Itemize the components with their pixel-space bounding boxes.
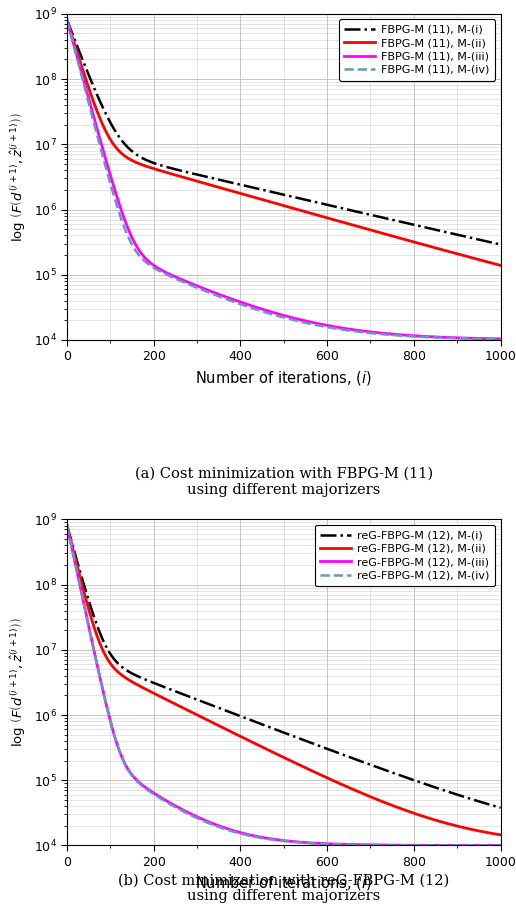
reG-FBPG-M (12), M-(ii) bbox=[447, 819, 454, 830]
reG-FBPG-M (12), M-(iv) bbox=[90, 643, 96, 654]
Text: (b) Cost minimization with reG-FBPG-M (12)
using different majorizers: (b) Cost minimization with reG-FBPG-M (1… bbox=[118, 873, 449, 904]
Legend: FBPG-M (11), M-(i), FBPG-M (11), M-(ii), FBPG-M (11), M-(iii), FBPG-M (11), M-(i: FBPG-M (11), M-(i), FBPG-M (11), M-(ii),… bbox=[339, 19, 495, 80]
reG-FBPG-M (12), M-(i) bbox=[417, 777, 424, 788]
FBPG-M (11), M-(iv) bbox=[417, 332, 424, 343]
Y-axis label: log $\left( F\left( d^{(i+1)}, \hat{z}^{(i+1)} \right) \right)$: log $\left( F\left( d^{(i+1)}, \hat{z}^{… bbox=[9, 617, 28, 748]
Line: FBPG-M (11), M-(iv): FBPG-M (11), M-(iv) bbox=[67, 20, 501, 339]
FBPG-M (11), M-(i) bbox=[64, 15, 70, 26]
FBPG-M (11), M-(ii) bbox=[401, 234, 408, 245]
reG-FBPG-M (12), M-(i) bbox=[401, 772, 408, 783]
reG-FBPG-M (12), M-(iii) bbox=[447, 840, 454, 851]
FBPG-M (11), M-(iii) bbox=[447, 332, 454, 343]
FBPG-M (11), M-(iv) bbox=[152, 263, 158, 274]
FBPG-M (11), M-(i) bbox=[447, 227, 454, 238]
FBPG-M (11), M-(iii) bbox=[476, 333, 482, 344]
reG-FBPG-M (12), M-(iv) bbox=[497, 840, 504, 851]
FBPG-M (11), M-(ii) bbox=[447, 247, 454, 258]
FBPG-M (11), M-(i) bbox=[417, 221, 424, 232]
reG-FBPG-M (12), M-(iii) bbox=[90, 643, 96, 654]
FBPG-M (11), M-(iv) bbox=[447, 333, 454, 344]
reG-FBPG-M (12), M-(ii) bbox=[476, 825, 482, 836]
Text: (a) Cost minimization with FBPG-M (11)
using different majorizers: (a) Cost minimization with FBPG-M (11) u… bbox=[135, 467, 433, 497]
Line: FBPG-M (11), M-(iii): FBPG-M (11), M-(iii) bbox=[67, 20, 501, 339]
reG-FBPG-M (12), M-(ii) bbox=[90, 620, 96, 631]
reG-FBPG-M (12), M-(ii) bbox=[417, 810, 424, 821]
reG-FBPG-M (12), M-(iv) bbox=[152, 789, 158, 800]
X-axis label: Number of iterations, $(i)$: Number of iterations, $(i)$ bbox=[195, 369, 373, 387]
reG-FBPG-M (12), M-(iii) bbox=[401, 840, 408, 851]
reG-FBPG-M (12), M-(ii) bbox=[152, 688, 158, 699]
FBPG-M (11), M-(iv) bbox=[401, 331, 408, 342]
Line: FBPG-M (11), M-(ii): FBPG-M (11), M-(ii) bbox=[67, 20, 501, 265]
reG-FBPG-M (12), M-(ii) bbox=[497, 829, 504, 840]
reG-FBPG-M (12), M-(iii) bbox=[417, 840, 424, 851]
FBPG-M (11), M-(ii) bbox=[90, 96, 96, 107]
FBPG-M (11), M-(ii) bbox=[497, 260, 504, 271]
Line: reG-FBPG-M (12), M-(iv): reG-FBPG-M (12), M-(iv) bbox=[67, 526, 501, 845]
FBPG-M (11), M-(iii) bbox=[152, 261, 158, 272]
reG-FBPG-M (12), M-(iv) bbox=[447, 840, 454, 851]
reG-FBPG-M (12), M-(i) bbox=[447, 787, 454, 798]
reG-FBPG-M (12), M-(i) bbox=[152, 678, 158, 689]
reG-FBPG-M (12), M-(i) bbox=[476, 796, 482, 807]
X-axis label: Number of iterations, $(i)$: Number of iterations, $(i)$ bbox=[195, 874, 373, 893]
FBPG-M (11), M-(iv) bbox=[476, 334, 482, 345]
FBPG-M (11), M-(i) bbox=[152, 158, 158, 169]
reG-FBPG-M (12), M-(i) bbox=[90, 610, 96, 621]
Line: reG-FBPG-M (12), M-(ii): reG-FBPG-M (12), M-(ii) bbox=[67, 526, 501, 834]
FBPG-M (11), M-(iii) bbox=[417, 331, 424, 342]
FBPG-M (11), M-(i) bbox=[476, 234, 482, 245]
reG-FBPG-M (12), M-(iii) bbox=[64, 520, 70, 531]
Line: reG-FBPG-M (12), M-(iii): reG-FBPG-M (12), M-(iii) bbox=[67, 526, 501, 845]
FBPG-M (11), M-(iii) bbox=[64, 15, 70, 26]
FBPG-M (11), M-(iv) bbox=[64, 15, 70, 26]
Y-axis label: log $\left( F\left( d^{(i+1)}, \hat{z}^{(i+1)} \right) \right)$: log $\left( F\left( d^{(i+1)}, \hat{z}^{… bbox=[9, 112, 28, 242]
FBPG-M (11), M-(iv) bbox=[90, 116, 96, 127]
Line: reG-FBPG-M (12), M-(i): reG-FBPG-M (12), M-(i) bbox=[67, 526, 501, 808]
FBPG-M (11), M-(ii) bbox=[417, 238, 424, 249]
reG-FBPG-M (12), M-(i) bbox=[497, 802, 504, 813]
reG-FBPG-M (12), M-(i) bbox=[64, 520, 70, 531]
reG-FBPG-M (12), M-(ii) bbox=[64, 520, 70, 531]
FBPG-M (11), M-(iii) bbox=[90, 110, 96, 121]
FBPG-M (11), M-(ii) bbox=[476, 254, 482, 265]
FBPG-M (11), M-(i) bbox=[401, 217, 408, 228]
reG-FBPG-M (12), M-(iii) bbox=[476, 840, 482, 851]
FBPG-M (11), M-(ii) bbox=[64, 15, 70, 26]
FBPG-M (11), M-(iii) bbox=[497, 334, 504, 345]
reG-FBPG-M (12), M-(ii) bbox=[401, 805, 408, 816]
reG-FBPG-M (12), M-(iii) bbox=[497, 840, 504, 851]
reG-FBPG-M (12), M-(iv) bbox=[64, 520, 70, 531]
Legend: reG-FBPG-M (12), M-(i), reG-FBPG-M (12), M-(ii), reG-FBPG-M (12), M-(iii), reG-F: reG-FBPG-M (12), M-(i), reG-FBPG-M (12),… bbox=[315, 525, 495, 586]
reG-FBPG-M (12), M-(iii) bbox=[152, 788, 158, 799]
FBPG-M (11), M-(ii) bbox=[152, 164, 158, 175]
reG-FBPG-M (12), M-(iv) bbox=[401, 840, 408, 851]
reG-FBPG-M (12), M-(iv) bbox=[417, 840, 424, 851]
FBPG-M (11), M-(i) bbox=[90, 81, 96, 92]
FBPG-M (11), M-(iv) bbox=[497, 334, 504, 345]
FBPG-M (11), M-(i) bbox=[497, 239, 504, 250]
FBPG-M (11), M-(iii) bbox=[401, 330, 408, 341]
reG-FBPG-M (12), M-(iv) bbox=[476, 840, 482, 851]
Line: FBPG-M (11), M-(i): FBPG-M (11), M-(i) bbox=[67, 20, 501, 245]
